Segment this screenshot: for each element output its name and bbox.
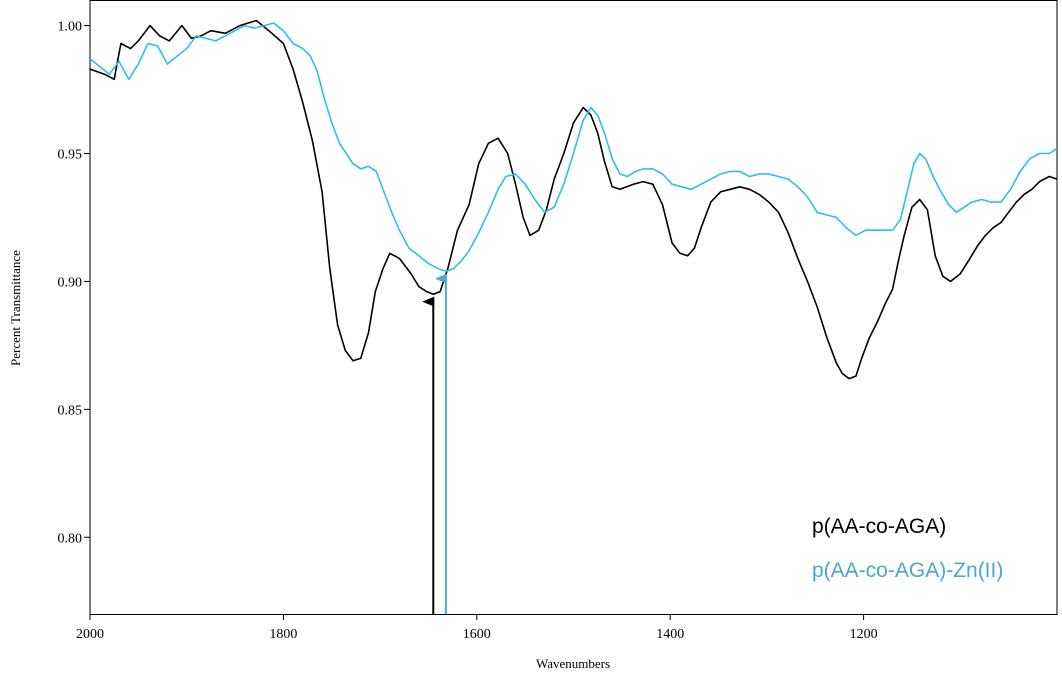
legend: p(AA-co-AGA) p(AA-co-AGA)-Zn(II) [812, 515, 1003, 582]
annotation-layer [422, 273, 447, 614]
y-tick-label-0.95: 0.95 [58, 148, 83, 163]
legend-entry-p-aa-co-aga: p(AA-co-AGA) [812, 515, 946, 538]
y-axis-ticks: 0.80 0.85 0.90 0.95 1.00 [58, 20, 90, 546]
x-tick-label-1600: 1600 [463, 627, 491, 642]
y-axis-title: Percent Transmittance [8, 250, 23, 366]
series-line-0 [89, 19, 1058, 380]
x-axis-ticks: 2000 1800 1600 1400 1200 [76, 614, 878, 642]
y-tick-label-0.90: 0.90 [58, 275, 83, 290]
x-tick-label-1800: 1800 [269, 627, 297, 642]
plot-frame [89, 0, 1058, 615]
x-axis-title: Wavenumbers [536, 656, 610, 671]
y-tick-label-0.85: 0.85 [58, 403, 83, 418]
series-layer [89, 19, 1058, 380]
x-tick-label-1200: 1200 [850, 627, 878, 642]
series-line-1 [89, 22, 1058, 272]
x-tick-label-2000: 2000 [76, 627, 104, 642]
legend-entry-p-aa-co-aga-zn: p(AA-co-AGA)-Zn(II) [812, 559, 1003, 582]
y-tick-label-1.00: 1.00 [58, 20, 83, 35]
y-tick-label-0.80: 0.80 [58, 531, 83, 546]
x-tick-label-1400: 1400 [656, 627, 684, 642]
